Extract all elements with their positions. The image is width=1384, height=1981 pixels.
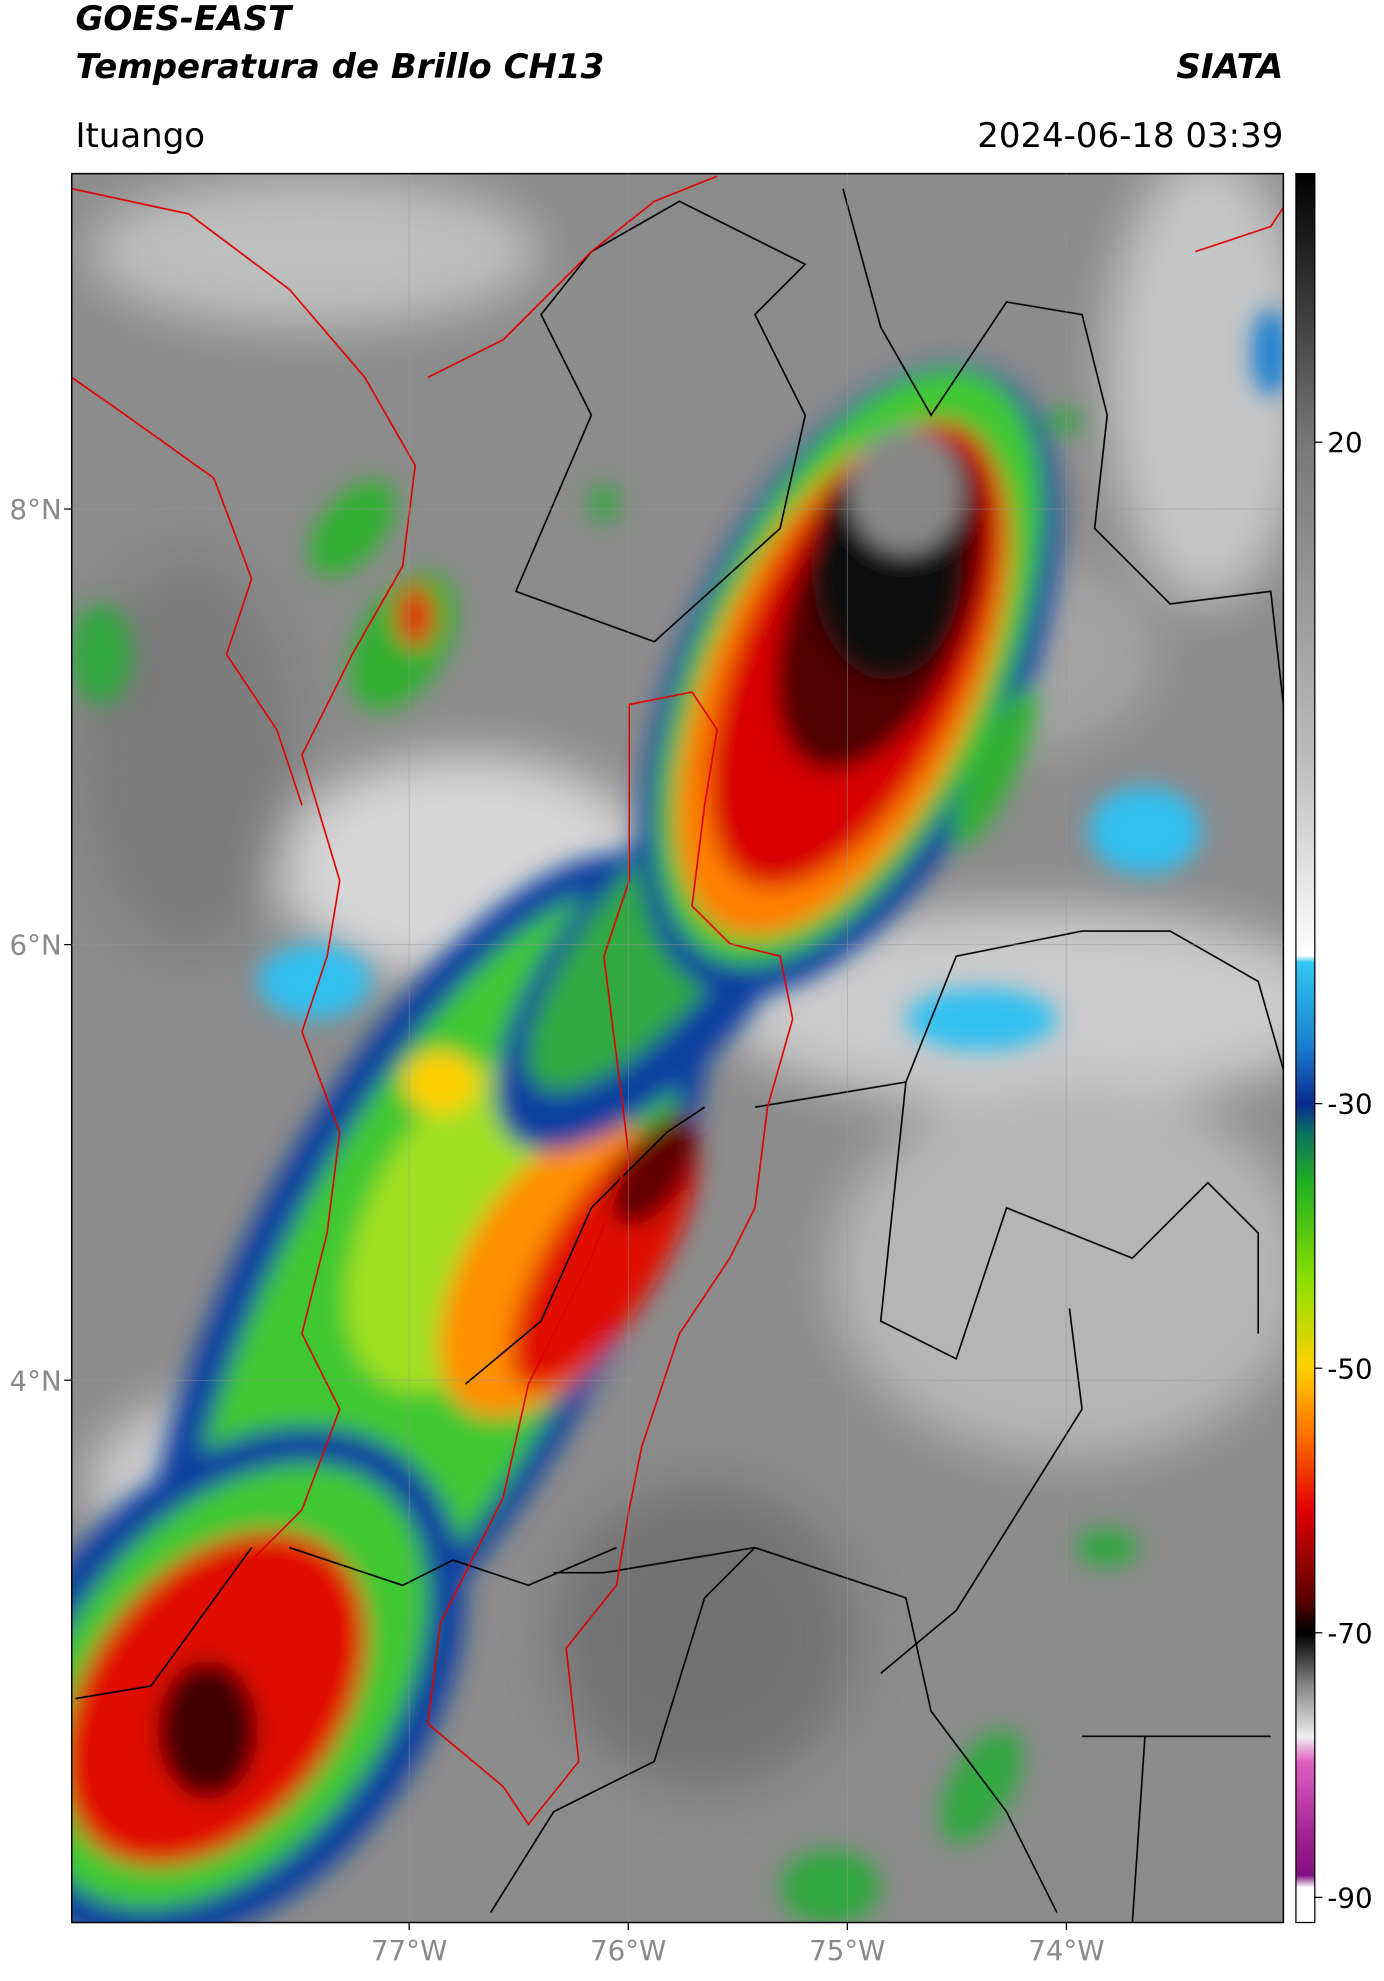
colorbar-tick-label: -50 <box>1327 1352 1372 1385</box>
x-tick-label: 77°W <box>371 1934 447 1967</box>
subtitle: Temperatura de Brillo CH13 <box>75 47 604 87</box>
title: GOES-EAST <box>75 0 293 39</box>
colorbar <box>1295 172 1316 1924</box>
x-tick-label: 75°W <box>809 1934 885 1967</box>
x-tick-label: 76°W <box>590 1934 666 1967</box>
colorbar-tick-label: 20 <box>1327 426 1362 459</box>
source: SIATA <box>1176 47 1283 87</box>
map-frame <box>70 172 1285 1924</box>
map-axes: 77°W 76°W 75°W 74°W 8°N 6°N 4°N <box>10 173 1284 1967</box>
colorbar-tick-label: -70 <box>1327 1617 1372 1650</box>
x-tick-label: 74°W <box>1028 1934 1104 1967</box>
datetime: 2024-06-18 03:39 <box>977 116 1283 156</box>
colorbar-tick-label: -30 <box>1327 1088 1372 1121</box>
colorbar-tick-label: -90 <box>1327 1881 1372 1914</box>
y-tick-label: 4°N <box>10 1364 62 1397</box>
y-tick-label: 6°N <box>10 929 62 962</box>
location: Ituango <box>75 116 205 156</box>
y-tick-label: 8°N <box>10 493 62 526</box>
satellite-image <box>71 173 1284 1923</box>
colorbar-axis: 20 -30 -50 -70 -90 <box>1314 426 1373 1914</box>
